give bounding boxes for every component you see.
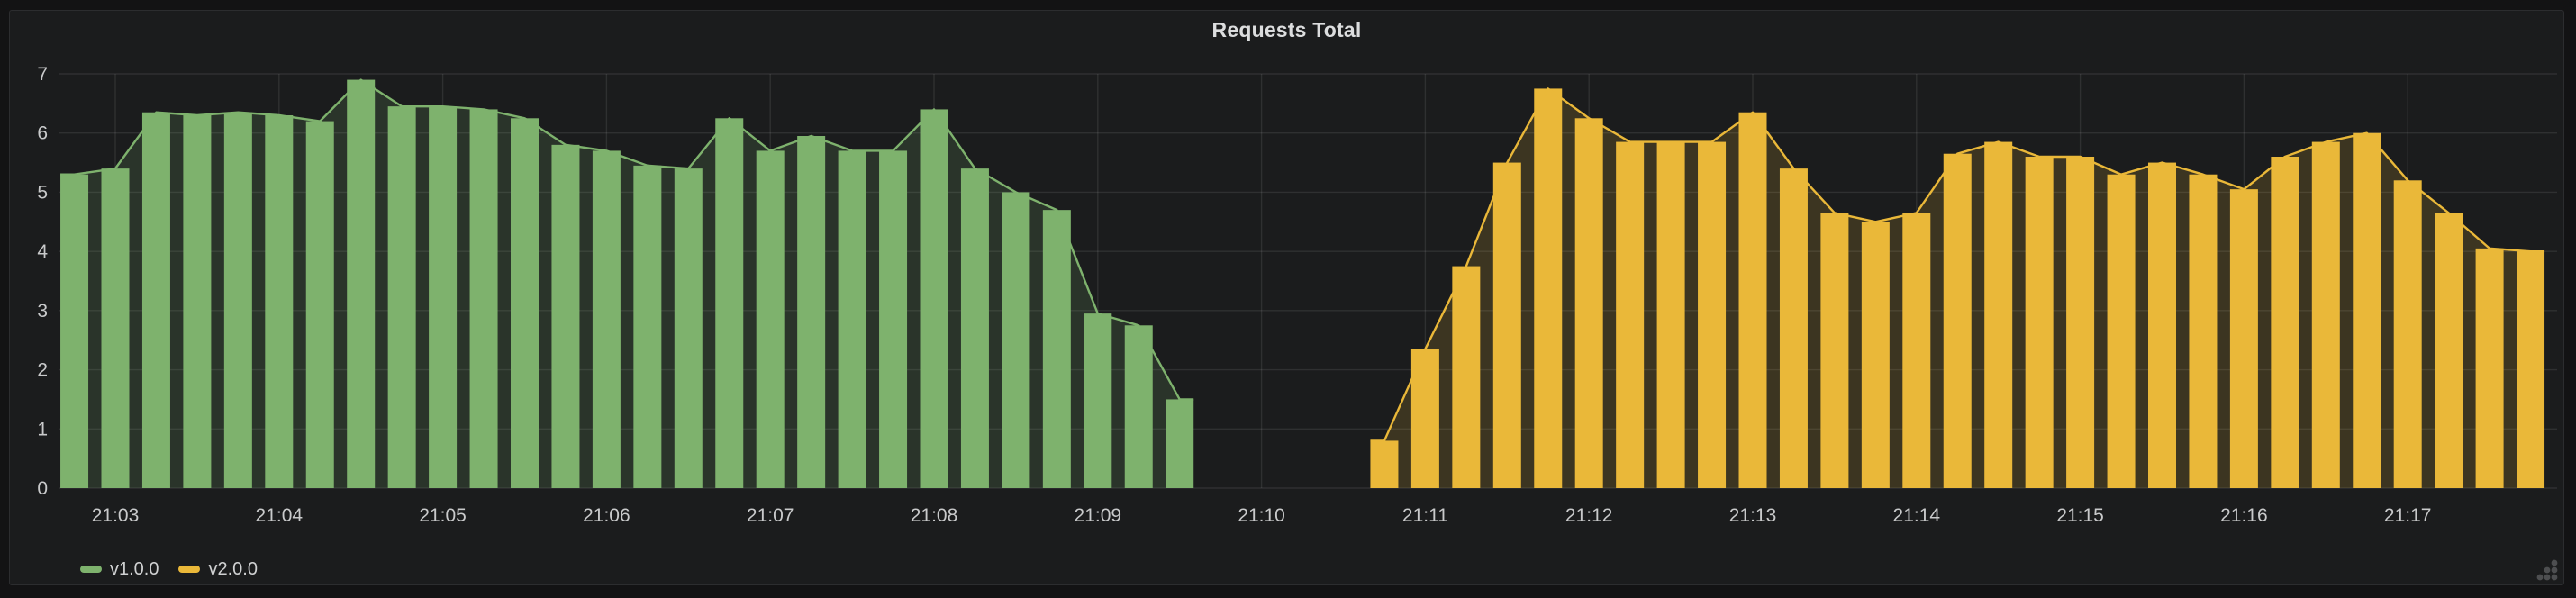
x-axis-tick-label: 21:16 [2220, 505, 2268, 526]
legend: v1.0.0 v2.0.0 [80, 555, 277, 584]
bar[interactable] [633, 165, 662, 488]
bar[interactable] [1042, 210, 1071, 488]
bar[interactable] [1820, 213, 1849, 488]
bar[interactable] [2189, 174, 2218, 488]
x-axis-tick-label: 21:09 [1075, 505, 1122, 526]
bar[interactable] [347, 79, 376, 489]
bar[interactable] [2393, 180, 2422, 489]
bar[interactable] [2107, 174, 2136, 488]
y-axis-tick-label: 2 [37, 360, 48, 381]
y-axis-tick-label: 3 [37, 301, 48, 322]
bar[interactable] [797, 136, 826, 488]
bar[interactable] [1124, 325, 1153, 488]
series-bars-v2.0.0 [1370, 88, 2545, 489]
bar[interactable] [1738, 112, 1767, 488]
bar[interactable] [1861, 222, 1890, 489]
bar[interactable] [1166, 399, 1194, 488]
x-axis-tick-label: 21:12 [1565, 505, 1613, 526]
series-bars-v1.0.0 [60, 79, 1194, 489]
bar[interactable] [1616, 141, 1645, 489]
bar[interactable] [183, 115, 212, 488]
series-line-v2.0.0 [1370, 87, 2545, 442]
bar[interactable] [305, 121, 334, 489]
bar[interactable] [715, 118, 744, 488]
bar[interactable] [2517, 251, 2545, 488]
bar[interactable] [2435, 213, 2463, 488]
bar[interactable] [265, 115, 294, 488]
legend-label-v1: v1.0.0 [110, 558, 159, 579]
bar[interactable] [469, 109, 498, 488]
x-axis-tick-label: 21:06 [583, 505, 630, 526]
x-axis-tick-label: 21:05 [419, 505, 467, 526]
legend-swatch-v2-icon [178, 566, 201, 573]
y-axis-tick-label: 1 [37, 419, 48, 439]
bar[interactable] [223, 112, 252, 488]
bar[interactable] [429, 106, 458, 489]
panel-title[interactable]: Requests Total [1211, 18, 1362, 41]
bar[interactable] [1698, 141, 1727, 489]
y-axis-tick-label: 6 [37, 123, 48, 144]
panel-resize-handle-icon[interactable] [2533, 556, 2558, 581]
y-axis-tick-label: 7 [37, 64, 48, 85]
bar[interactable] [2229, 189, 2258, 488]
bar[interactable] [2025, 157, 2054, 488]
bar[interactable] [1984, 141, 2013, 489]
bar[interactable] [141, 112, 170, 488]
series-area-v1.0.0 [60, 79, 1194, 489]
x-axis-tick-label: 21:04 [256, 505, 304, 526]
bar[interactable] [511, 118, 539, 488]
x-axis-tick-label: 21:07 [747, 505, 794, 526]
bar[interactable] [60, 174, 89, 488]
bar[interactable] [2353, 132, 2381, 488]
x-axis-tick-label: 21:10 [1238, 505, 1285, 526]
bar[interactable] [1656, 141, 1685, 489]
legend-label-v2: v2.0.0 [208, 558, 258, 579]
bar[interactable] [101, 168, 130, 488]
bar[interactable] [2066, 157, 2095, 488]
bar[interactable] [1002, 192, 1030, 488]
bar[interactable] [1534, 88, 1563, 488]
bar[interactable] [1574, 118, 1603, 488]
bar[interactable] [674, 168, 703, 488]
bar[interactable] [756, 150, 785, 488]
bar[interactable] [1779, 168, 1808, 488]
bar[interactable] [1084, 313, 1112, 488]
y-axis-tick-label: 0 [37, 478, 48, 499]
bar[interactable] [879, 150, 908, 488]
bar[interactable] [960, 168, 989, 488]
x-axis-tick-label: 21:15 [2056, 505, 2104, 526]
x-axis-tick-label: 21:14 [1893, 505, 1941, 526]
graph-panel: Requests Total 0 1 2 3 4 5 6 7 21:03 21:04 21:05 21… [9, 10, 2564, 585]
bar[interactable] [1902, 213, 1931, 488]
x-axis-tick-label: 21:08 [911, 505, 958, 526]
bar[interactable] [920, 109, 948, 488]
bar[interactable] [2475, 248, 2504, 488]
bar[interactable] [1492, 162, 1521, 489]
y-axis-tick-label: 4 [37, 241, 48, 262]
y-axis-tick-label: 5 [37, 182, 48, 203]
bar[interactable] [1370, 440, 1399, 488]
legend-item-v1[interactable]: v1.0.0 [80, 559, 159, 580]
bar[interactable] [2148, 162, 2176, 489]
x-axis-tick-label: 21:13 [1729, 505, 1777, 526]
series-line-v1.0.0 [60, 78, 1194, 401]
bar[interactable] [592, 150, 621, 488]
bar[interactable] [838, 150, 866, 488]
x-axis-tick-label: 21:11 [1402, 505, 1448, 526]
x-axis-tick-label: 21:03 [92, 505, 140, 526]
bar[interactable] [551, 144, 580, 488]
bar[interactable] [387, 106, 416, 489]
bar[interactable] [2311, 141, 2340, 489]
x-axis-tick-label: 21:17 [2384, 505, 2432, 526]
bar[interactable] [1452, 266, 1481, 488]
legend-swatch-v1-icon [80, 566, 102, 573]
chart-canvas[interactable]: 0 1 2 3 4 5 6 7 21:03 21:04 21:05 21:06 21:07 21:08 21… [10, 11, 2566, 585]
bar[interactable] [2271, 157, 2299, 488]
legend-item-v2[interactable]: v2.0.0 [178, 558, 258, 580]
bar[interactable] [1943, 153, 1972, 488]
